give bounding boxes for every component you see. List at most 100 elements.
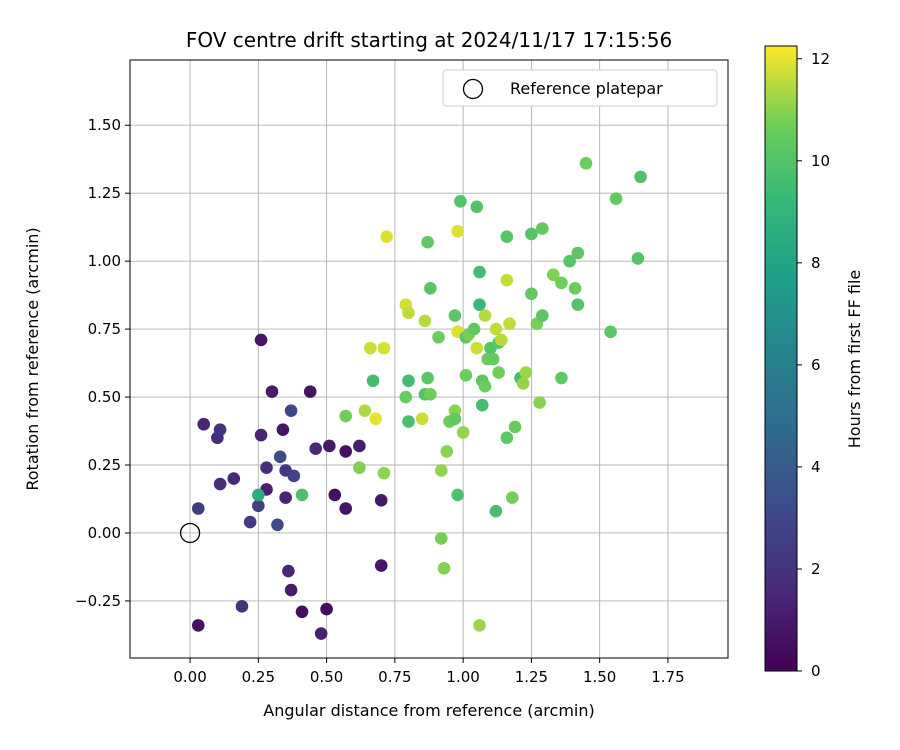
data-point xyxy=(235,600,249,613)
data-point xyxy=(475,398,489,412)
data-point xyxy=(571,298,585,311)
colorbar-tick-label: 4 xyxy=(811,458,821,476)
data-point xyxy=(328,488,342,502)
data-point xyxy=(377,466,391,480)
x-axis-ticks: 0.00 0.25 0.50 0.75 1.00 1.25 1.50 1.75 xyxy=(173,658,685,686)
colorbar-tick-label: 10 xyxy=(811,152,830,170)
data-point xyxy=(402,306,415,320)
data-point xyxy=(284,583,298,597)
data-point xyxy=(492,366,505,379)
data-point xyxy=(508,420,522,434)
data-point xyxy=(254,333,268,347)
data-point xyxy=(276,423,290,436)
reference-marker-group xyxy=(179,522,201,544)
y-tick-label: 0.25 xyxy=(88,456,121,474)
chart-title: FOV centre drift starting at 2024/11/17 … xyxy=(186,28,672,52)
x-tick-label: 0.00 xyxy=(173,668,206,686)
x-tick-label: 0.75 xyxy=(378,668,411,686)
data-point xyxy=(303,385,317,398)
data-point xyxy=(323,439,336,453)
data-point xyxy=(500,273,514,287)
data-point xyxy=(339,445,353,458)
data-point xyxy=(500,431,514,445)
x-tick-label: 1.75 xyxy=(651,668,684,686)
y-tick-label: 1.25 xyxy=(88,184,121,202)
data-point xyxy=(440,445,454,458)
data-point xyxy=(448,309,462,322)
data-point xyxy=(424,388,437,401)
data-point xyxy=(260,461,273,475)
colorbar-label: Hours from first FF file xyxy=(845,270,864,449)
data-point xyxy=(399,390,413,404)
data-point xyxy=(536,222,549,235)
x-axis-label: Angular distance from reference (arcmin) xyxy=(263,701,594,720)
data-point xyxy=(213,423,227,436)
legend-entry-reference: Reference platepar xyxy=(510,79,663,98)
data-point xyxy=(418,314,432,328)
data-point xyxy=(568,282,582,295)
data-point xyxy=(536,309,549,322)
x-tick-label: 1.00 xyxy=(446,668,479,686)
data-point xyxy=(279,491,292,504)
data-point xyxy=(434,532,448,545)
data-point xyxy=(454,195,467,208)
data-point xyxy=(374,494,388,507)
data-point xyxy=(243,515,257,529)
data-point xyxy=(254,428,268,442)
data-point xyxy=(265,385,279,398)
data-point xyxy=(470,341,484,355)
grid xyxy=(130,60,728,658)
legend-marker-circle-icon xyxy=(462,78,484,100)
data-point xyxy=(369,412,383,426)
y-axis-label: Rotation from reference (arcmin) xyxy=(23,227,42,490)
data-point xyxy=(503,317,516,330)
data-point xyxy=(470,200,484,214)
data-point xyxy=(424,282,437,295)
plot-area xyxy=(130,60,728,658)
y-axis-ticks: −0.25 0.00 0.25 0.50 0.75 1.00 1.25 1.50 xyxy=(75,116,130,610)
data-point xyxy=(467,322,481,336)
data-point xyxy=(432,330,445,344)
data-point xyxy=(295,605,309,619)
data-point xyxy=(555,371,568,385)
data-point xyxy=(380,230,393,243)
data-point xyxy=(273,450,287,464)
data-point xyxy=(448,412,462,426)
data-point xyxy=(451,224,464,238)
x-tick-label: 0.25 xyxy=(242,668,275,686)
legend-box xyxy=(442,69,718,107)
y-tick-label: 0.75 xyxy=(88,320,121,338)
colorbar-tick-label: 0 xyxy=(811,662,821,680)
colorbar-ticks: 0 2 4 6 8 10 12 xyxy=(797,50,830,680)
y-tick-label: 1.50 xyxy=(88,116,121,134)
data-point xyxy=(213,477,227,491)
y-tick-label: −0.25 xyxy=(75,592,121,610)
data-point xyxy=(287,469,301,483)
data-point xyxy=(505,491,519,504)
data-point xyxy=(353,461,366,475)
data-point xyxy=(571,246,585,260)
data-point xyxy=(366,374,380,388)
data-point xyxy=(473,298,486,311)
data-point xyxy=(519,366,533,379)
data-point xyxy=(191,619,205,632)
data-point xyxy=(500,230,514,243)
y-tick-label: 0.00 xyxy=(88,524,121,542)
data-point xyxy=(456,426,470,439)
data-point xyxy=(434,464,448,477)
data-point xyxy=(473,265,486,279)
plot-frame xyxy=(129,59,729,659)
data-point xyxy=(604,325,617,339)
data-point xyxy=(533,396,546,409)
colorbar-tick-label: 6 xyxy=(811,356,821,374)
data-point xyxy=(516,377,530,390)
data-point xyxy=(489,504,503,518)
data-point xyxy=(478,309,492,322)
data-point xyxy=(415,412,429,426)
data-point xyxy=(478,379,492,393)
data-point xyxy=(227,472,241,485)
data-point xyxy=(459,369,473,382)
data-point xyxy=(358,404,372,417)
data-point xyxy=(363,341,377,355)
